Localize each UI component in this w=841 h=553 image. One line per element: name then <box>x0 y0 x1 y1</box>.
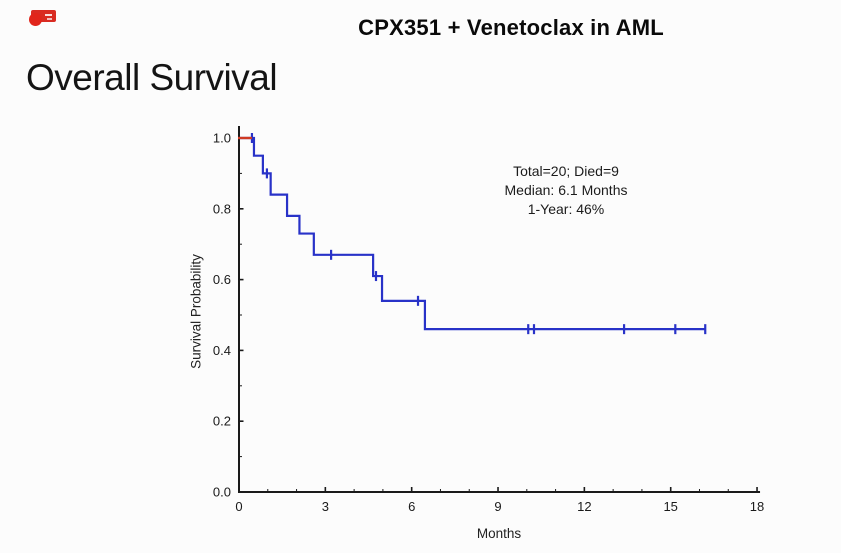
y-tick-label: 0.4 <box>213 343 231 358</box>
x-tick-label: 12 <box>577 499 591 514</box>
annotation-total-died: Total=20; Died=9 <box>513 163 619 179</box>
y-tick-label: 0.6 <box>213 272 231 287</box>
y-tick-label: 0.0 <box>213 485 231 500</box>
y-tick-label: 1.0 <box>213 131 231 146</box>
x-tick-label: 3 <box>322 499 329 514</box>
red-logo-glyph <box>45 14 52 16</box>
y-tick-label: 0.2 <box>213 414 231 429</box>
x-tick-label: 15 <box>663 499 677 514</box>
y-tick-label: 0.8 <box>213 201 231 216</box>
page-heading: Overall Survival <box>26 57 278 98</box>
red-logo-glyph <box>47 18 52 20</box>
red-logo-circle <box>29 13 42 26</box>
km-step-curve <box>239 136 706 331</box>
red-logo-icon <box>29 9 57 28</box>
x-tick-label: 9 <box>494 499 501 514</box>
x-tick-label: 0 <box>235 499 242 514</box>
x-tick-label: 6 <box>408 499 415 514</box>
annotation-one-year: 1-Year: 46% <box>527 201 605 217</box>
slide-title: CPX351 + Venetoclax in AML <box>358 15 664 40</box>
x-axis-title: Months <box>476 526 522 541</box>
annotation-median: Median: 6.1 Months <box>504 182 628 198</box>
x-tick-label: 18 <box>750 499 764 514</box>
km-stats-annotation: Total=20; Died=9 Median: 6.1 Months 1-Ye… <box>505 162 628 219</box>
